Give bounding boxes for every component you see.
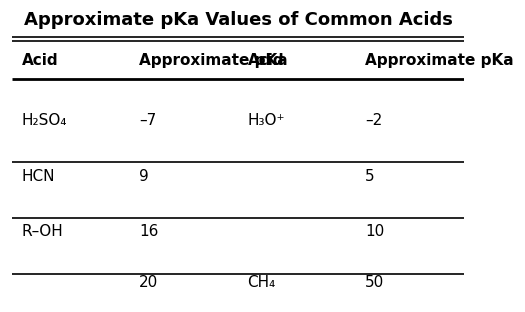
Text: CH₄: CH₄: [247, 275, 276, 290]
Text: H₂SO₄: H₂SO₄: [22, 113, 67, 128]
Text: Approximate pKa: Approximate pKa: [139, 53, 288, 68]
Text: 50: 50: [365, 275, 384, 290]
Text: 20: 20: [139, 275, 158, 290]
Text: –7: –7: [139, 113, 156, 128]
Text: R–OH: R–OH: [22, 224, 63, 239]
Text: HCN: HCN: [22, 168, 55, 183]
Text: 9: 9: [139, 168, 149, 183]
Text: 16: 16: [139, 224, 159, 239]
Text: Acid: Acid: [22, 53, 58, 68]
Text: 5: 5: [365, 168, 375, 183]
Text: H₃O⁺: H₃O⁺: [247, 113, 285, 128]
Text: Approximate pKa: Approximate pKa: [365, 53, 513, 68]
Text: 10: 10: [365, 224, 384, 239]
Text: –2: –2: [365, 113, 382, 128]
Text: Approximate pKa Values of Common Acids: Approximate pKa Values of Common Acids: [24, 11, 453, 29]
Text: Acid: Acid: [247, 53, 284, 68]
